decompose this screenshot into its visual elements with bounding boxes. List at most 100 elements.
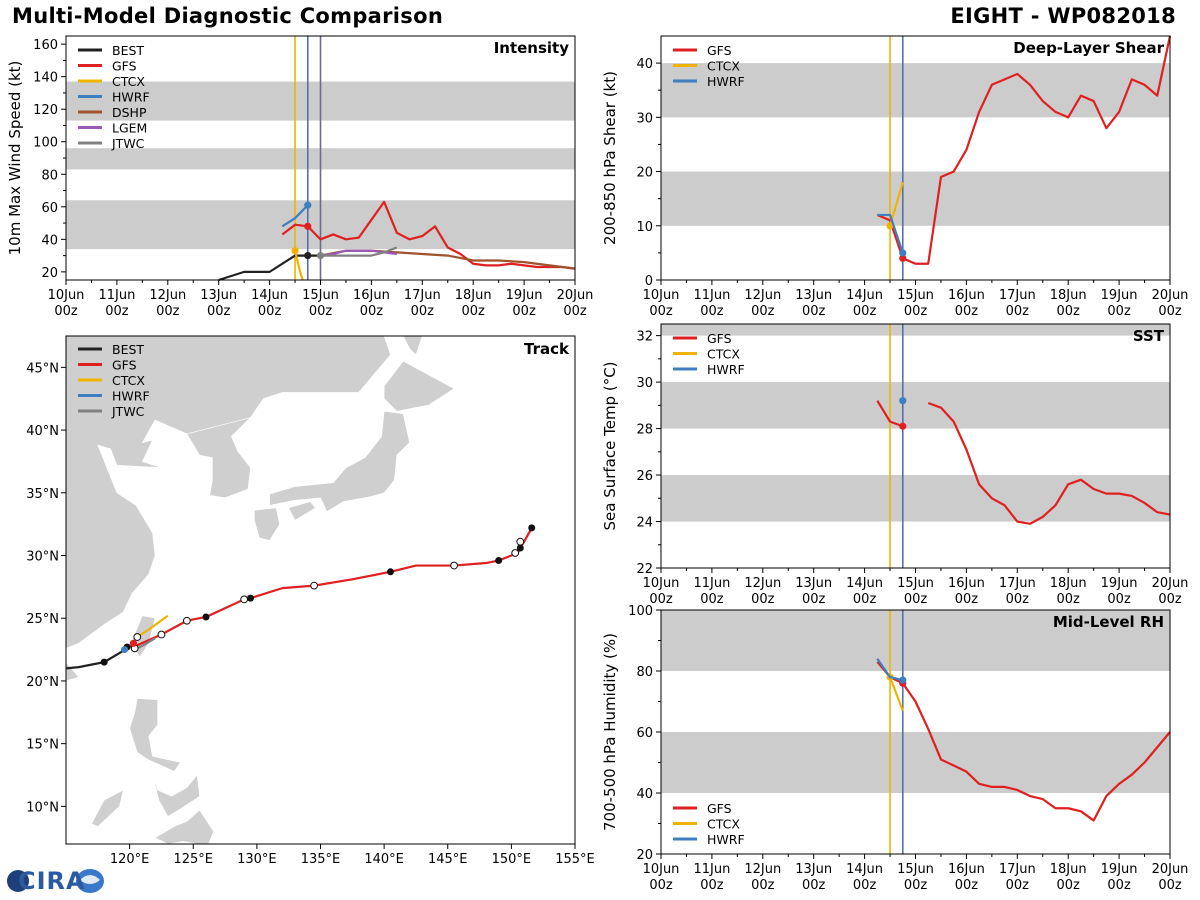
- intensity-legend-label-hwrf: HWRF: [112, 90, 150, 105]
- shear-ytick-label: 10: [636, 220, 653, 235]
- mindanao-landmass: [154, 809, 214, 844]
- shear-xtick-label-day: 10Jun: [643, 288, 680, 303]
- intensity-xtick-label-hour: 00z: [462, 304, 486, 319]
- sst-xtick-label-hour: 00z: [904, 592, 928, 607]
- intensity-xtick-label-hour: 00z: [54, 304, 78, 319]
- intensity-y-axis-label: 10m Max Wind Speed (kt): [6, 61, 24, 256]
- intensity-series-jtwc: [320, 246, 398, 257]
- track-open-position-gfs: [516, 537, 525, 546]
- intensity-point-gfs: [304, 222, 312, 230]
- shear-xtick-label-hour: 00z: [1107, 304, 1131, 319]
- shear-xtick-label-day: 11Jun: [693, 288, 730, 303]
- intensity-ytick-label: 140: [33, 71, 58, 86]
- track-open-position-gfs: [450, 561, 459, 570]
- intensity-xtick-label-day: 10Jun: [48, 288, 85, 303]
- track-lat-label: 35°N: [26, 487, 59, 502]
- sst-xtick-label-hour: 00z: [1006, 592, 1030, 607]
- sst-ytick-label: 26: [636, 469, 653, 484]
- rh-panel-title: Mid-Level RH: [1053, 613, 1164, 631]
- intensity-ytick-label: 80: [41, 168, 58, 183]
- sst-legend-label-ctcx: CTCX: [707, 347, 740, 362]
- rh-xtick-label-hour: 00z: [700, 878, 724, 893]
- rh-xtick-label-hour: 00z: [1057, 878, 1081, 893]
- rh-xtick-label-day: 10Jun: [643, 862, 680, 877]
- rh-xtick-label-day: 11Jun: [693, 862, 730, 877]
- sst-legend-label-gfs: GFS: [707, 331, 732, 346]
- track-position-gfs: [247, 594, 255, 602]
- intensity-xtick-label-day: 19Jun: [506, 288, 543, 303]
- intensity-xtick-label-day: 11Jun: [98, 288, 135, 303]
- rh-xtick-label-hour: 00z: [1158, 878, 1182, 893]
- rh-y-axis-label: 700-500 hPa Humidity (%): [601, 633, 619, 831]
- intensity-xtick-label-hour: 00z: [105, 304, 129, 319]
- sst-xtick-label-day: 13Jun: [795, 576, 832, 591]
- track-lat-label: 25°N: [26, 612, 59, 627]
- shear-ytick-label: 0: [645, 274, 653, 289]
- track-position-gfs: [528, 524, 536, 532]
- rh-xtick-label-day: 16Jun: [948, 862, 985, 877]
- shear-xtick-label-day: 14Jun: [846, 288, 883, 303]
- cira-logo-icon: [7, 869, 104, 893]
- shear-xtick-label-hour: 00z: [1158, 304, 1182, 319]
- sst-xtick-label-hour: 00z: [1057, 592, 1081, 607]
- shear-xtick-label-hour: 00z: [955, 304, 979, 319]
- shear-xtick-label-day: 12Jun: [744, 288, 781, 303]
- track-series-gfs: [126, 527, 533, 649]
- rh-xtick-label-hour: 00z: [751, 878, 775, 893]
- intensity-xtick-label-hour: 00z: [360, 304, 384, 319]
- figure-title: Multi-Model Diagnostic Comparison: [12, 4, 444, 28]
- rh-series-hwrf: [876, 658, 904, 682]
- track-legend-label-best: BEST: [112, 342, 144, 357]
- track-lon-label: 135°E: [301, 852, 341, 867]
- rh-xtick-label-day: 18Jun: [1050, 862, 1087, 877]
- intensity-ytick-label: 160: [33, 38, 58, 53]
- storm-name: EIGHT - WP082018: [950, 4, 1176, 28]
- rh-xtick-label-hour: 00z: [955, 878, 979, 893]
- track-lat-label: 30°N: [26, 550, 59, 565]
- intensity-legend-label-gfs: GFS: [112, 59, 137, 74]
- intensity-point-jtwc: [316, 252, 325, 260]
- intensity-xtick-label-day: 12Jun: [149, 288, 186, 303]
- rh-series-gfs: [876, 661, 1171, 822]
- shear-xtick-label-day: 16Jun: [948, 288, 985, 303]
- hokkaido-landmass: [383, 360, 455, 412]
- track-lon-label: 150°E: [492, 852, 532, 867]
- rh-xtick-label-hour: 00z: [904, 878, 928, 893]
- track-legend-label-gfs: GFS: [112, 358, 137, 373]
- track-open-position-gfs: [310, 581, 319, 590]
- track-land: [66, 336, 455, 844]
- shear-legend-label-ctcx: CTCX: [707, 59, 740, 74]
- rh-xtick-label-day: 14Jun: [846, 862, 883, 877]
- intensity-legend-label-lgem: LGEM: [112, 121, 147, 136]
- shear-ytick-label: 30: [636, 111, 653, 126]
- shear-point-gfs: [899, 254, 907, 262]
- sst-shaded-band: [661, 475, 1170, 522]
- cira-logo-text: CIRA: [18, 867, 86, 895]
- rh-xtick-label-hour: 00z: [802, 878, 826, 893]
- mainland-landmass: [66, 336, 391, 649]
- intensity-xtick-label-day: 17Jun: [404, 288, 441, 303]
- intensity-xtick-label-day: 13Jun: [200, 288, 237, 303]
- intensity-xtick-label-hour: 00z: [309, 304, 333, 319]
- sst-ytick-label: 28: [636, 423, 653, 438]
- intensity-series-best: [218, 254, 321, 282]
- shear-legend-label-gfs: GFS: [707, 43, 732, 58]
- cira-logo: CIRA: [4, 866, 108, 896]
- intensity-xtick-label-day: 15Jun: [302, 288, 339, 303]
- intensity-xtick-label-hour: 00z: [563, 304, 587, 319]
- rh-xtick-label-day: 15Jun: [897, 862, 934, 877]
- shear-series-hwrf: [877, 213, 904, 254]
- intensity-point-ctcx: [291, 247, 299, 255]
- intensity-legend-label-dshp: DSHP: [112, 105, 147, 120]
- shear-xtick-label-day: 17Jun: [999, 288, 1036, 303]
- track-position-gfs: [516, 544, 524, 552]
- track-legend-label-ctcx: CTCX: [112, 373, 145, 388]
- sst-ytick-label: 22: [636, 562, 653, 577]
- track-position-hwrf: [121, 646, 129, 654]
- sst-xtick-label-hour: 00z: [751, 592, 775, 607]
- rh-ytick-label: 20: [636, 848, 653, 863]
- shear-xtick-label-hour: 00z: [751, 304, 775, 319]
- sst-xtick-label-hour: 00z: [802, 592, 826, 607]
- shear-xtick-label-day: 19Jun: [1101, 288, 1138, 303]
- track-lat-label: 15°N: [26, 738, 59, 753]
